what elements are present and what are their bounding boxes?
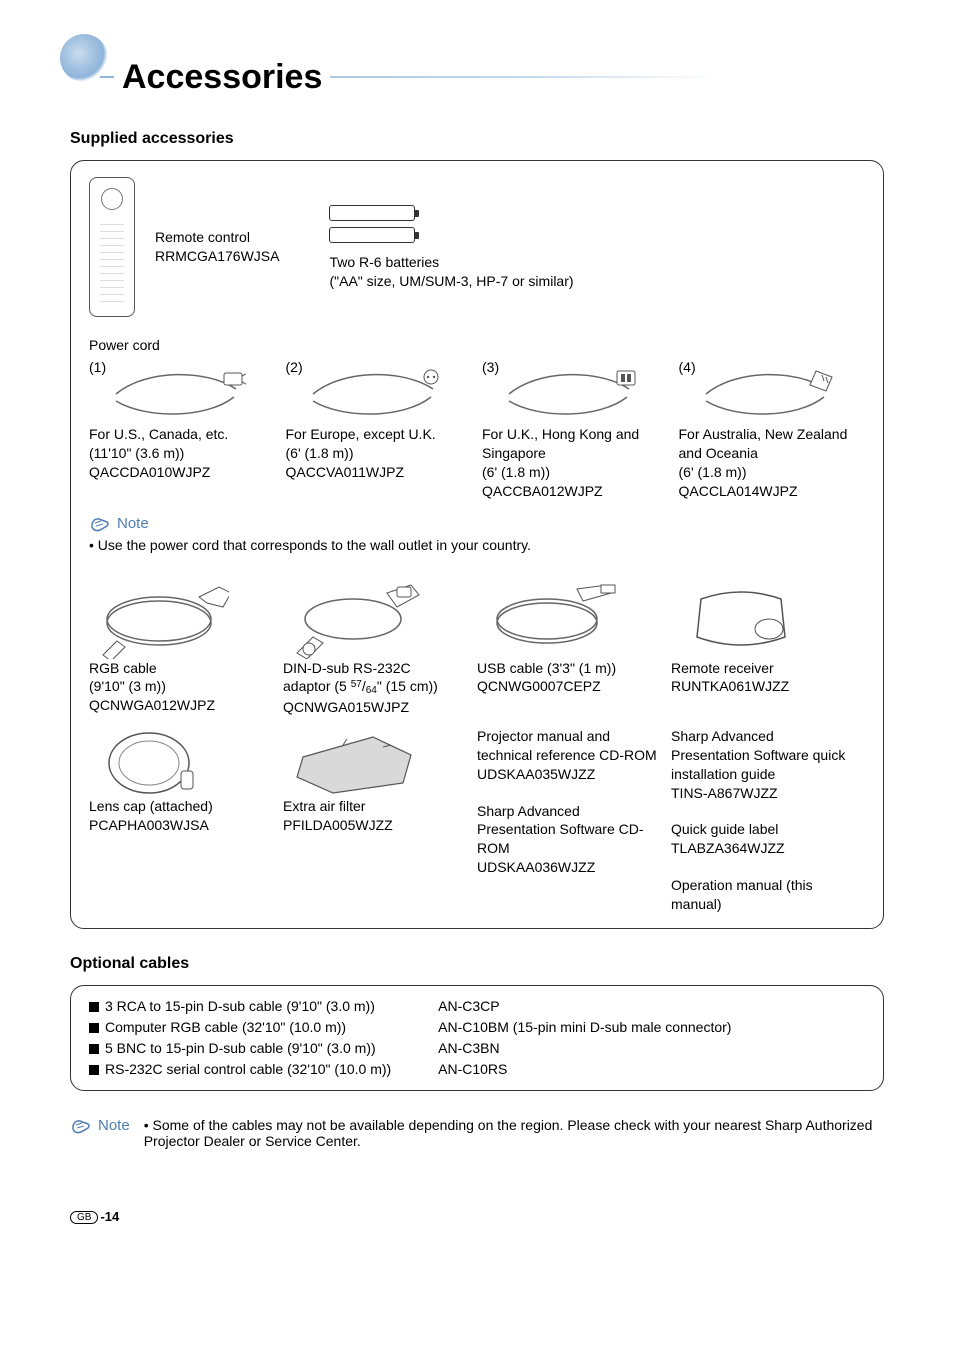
cable-name: DIN-D-sub RS-232C xyxy=(283,659,467,678)
air-filter-name: Extra air filter xyxy=(283,797,467,816)
optional-cables-box: 3 RCA to 15-pin D-sub cable (9'10" (3.0 … xyxy=(70,985,884,1091)
power-cord-illustration xyxy=(106,359,246,425)
note-label: Note xyxy=(117,515,149,532)
supplied-accessories-heading: Supplied accessories xyxy=(70,130,884,148)
cord-index: (2) xyxy=(286,359,303,375)
cord-region: For Australia, New Zealand and Oceania xyxy=(679,425,866,463)
optional-cable-name: 5 BNC to 15-pin D-sub cable (9'10" (3.0 … xyxy=(105,1038,435,1059)
bullet-icon xyxy=(89,1002,99,1012)
note-hand-icon xyxy=(89,515,111,533)
rgb-cable-illustration xyxy=(89,579,229,659)
doc-part: TINS-A867WJZZ xyxy=(671,784,855,803)
lens-cap-illustration xyxy=(89,727,229,797)
cable-length: adaptor (5 57/64" (15 cm)) xyxy=(283,677,467,698)
cord-region: For U.K., Hong Kong and Singapore xyxy=(482,425,669,463)
doc-name: Sharp Advanced Presentation Software CD-… xyxy=(477,802,661,859)
doc-name: Sharp Advanced Presentation Software qui… xyxy=(671,727,855,784)
optional-cable-name: 3 RCA to 15-pin D-sub cable (9'10" (3.0 … xyxy=(105,996,435,1017)
optional-cables-list: 3 RCA to 15-pin D-sub cable (9'10" (3.0 … xyxy=(89,996,865,1080)
optional-cable-part: AN-C10RS xyxy=(438,1061,507,1077)
usb-cable-illustration xyxy=(477,579,617,659)
remote-control-label: Remote control RRMCGA176WJSA xyxy=(155,228,279,266)
power-cord-grid: (1) For U.S., Canada, etc. (11'10" (3.6 … xyxy=(89,359,865,501)
page-title: Accessories xyxy=(114,58,330,99)
power-cord-note: • Use the power cord that corresponds to… xyxy=(89,537,865,553)
swoosh-circle xyxy=(60,34,108,82)
gb-badge: GB xyxy=(70,1211,98,1224)
note-hand-icon xyxy=(70,1117,92,1135)
cable-name: RGB cable xyxy=(89,659,273,678)
doc-part: UDSKAA036WJZZ xyxy=(477,858,661,877)
remote-control-illustration xyxy=(89,177,135,317)
receiver-name: Remote receiver xyxy=(671,659,855,678)
receiver-part: RUNTKA061WJZZ xyxy=(671,677,855,696)
optional-cable-part: AN-C10BM (15-pin mini D-sub male connect… xyxy=(438,1019,731,1035)
din-dsub-adaptor-illustration xyxy=(283,579,423,659)
page-number-value: -14 xyxy=(100,1209,119,1224)
cord-part: QACCBA012WJPZ xyxy=(482,482,669,501)
power-cord-label: Power cord xyxy=(89,337,865,353)
bottom-note: Note • Some of the cables may not be ava… xyxy=(70,1117,884,1149)
optional-cable-part: AN-C3CP xyxy=(438,998,499,1014)
power-cord-illustration xyxy=(696,359,836,425)
cord-index: (1) xyxy=(89,359,106,375)
optional-cables-heading: Optional cables xyxy=(70,955,884,973)
air-filter-part: PFILDA005WJZZ xyxy=(283,816,467,835)
page-number: GB-14 xyxy=(70,1209,884,1224)
cable-part: QCNWGA012WJPZ xyxy=(89,696,273,715)
cord-part: QACCVA011WJPZ xyxy=(286,463,473,482)
batteries-name: Two R-6 batteries xyxy=(329,253,573,272)
bullet-icon xyxy=(89,1044,99,1054)
cord-region: For U.S., Canada, etc. xyxy=(89,425,276,444)
lens-cap-name: Lens cap (attached) xyxy=(89,797,273,816)
remote-part-number: RRMCGA176WJSA xyxy=(155,247,279,266)
cord-length: (6' (1.8 m)) xyxy=(679,463,866,482)
remote-receiver-illustration xyxy=(671,579,811,659)
cable-part: QCNWG0007CEPZ xyxy=(477,677,661,696)
cord-part: QACCDA010WJPZ xyxy=(89,463,276,482)
bullet-icon xyxy=(89,1065,99,1075)
doc-name: Operation manual (this manual) xyxy=(671,876,855,914)
header-swoosh: Accessories xyxy=(70,40,884,110)
lens-cap-part: PCAPHA003WJSA xyxy=(89,816,273,835)
cable-part: QCNWGA015WJPZ xyxy=(283,698,467,717)
cord-part: QACCLA014WJPZ xyxy=(679,482,866,501)
power-cord-illustration xyxy=(499,359,639,425)
doc-part: TLABZA364WJZZ xyxy=(671,839,855,858)
optional-cable-name: Computer RGB cable (32'10" (10.0 m)) xyxy=(105,1017,435,1038)
doc-part: UDSKAA035WJZZ xyxy=(477,765,661,784)
air-filter-illustration xyxy=(283,727,423,797)
power-cord-illustration xyxy=(303,359,443,425)
remote-name: Remote control xyxy=(155,228,279,247)
doc-name: Quick guide label xyxy=(671,820,855,839)
cord-length: (6' (1.8 m)) xyxy=(286,444,473,463)
optional-cable-part: AN-C3BN xyxy=(438,1040,499,1056)
optional-cable-name: RS-232C serial control cable (32'10" (10… xyxy=(105,1059,435,1080)
cord-region: For Europe, except U.K. xyxy=(286,425,473,444)
cord-index: (4) xyxy=(679,359,696,375)
batteries-label: Two R-6 batteries ("AA" size, UM/SUM-3, … xyxy=(329,253,573,291)
cord-length: (11'10" (3.6 m)) xyxy=(89,444,276,463)
batteries-spec: ("AA" size, UM/SUM-3, HP-7 or similar) xyxy=(329,272,573,291)
bottom-note-text: • Some of the cables may not be availabl… xyxy=(144,1117,884,1149)
cord-length: (6' (1.8 m)) xyxy=(482,463,669,482)
cord-index: (3) xyxy=(482,359,499,375)
cable-name: USB cable (3'3" (1 m)) xyxy=(477,659,661,678)
bullet-icon xyxy=(89,1023,99,1033)
note-label: Note xyxy=(98,1117,130,1134)
batteries-illustration xyxy=(329,203,429,249)
supplied-accessories-box: Remote control RRMCGA176WJSA Two R-6 bat… xyxy=(70,160,884,929)
note-badge: Note xyxy=(89,515,865,533)
cable-length: (9'10" (3 m)) xyxy=(89,677,273,696)
doc-name: Projector manual and technical reference… xyxy=(477,727,661,765)
